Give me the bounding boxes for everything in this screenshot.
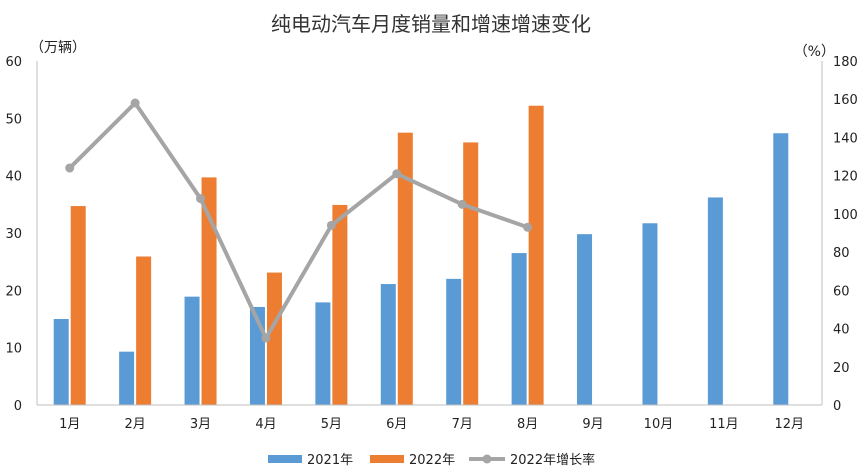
left-tick-label: 30 [5,227,22,242]
bar-2021-6 [380,284,396,405]
left-axis-ticks: 0 10 20 30 40 50 60 [5,55,22,414]
bar-2022-6 [397,132,413,405]
growth-point-2 [130,98,140,108]
legend-label-2021: 2021年 [307,453,353,468]
right-tick-label: 140 [833,131,858,146]
legend-swatch-growth-point [482,454,492,464]
bar-2021-7 [446,278,462,405]
x-tick-label: 7月 [452,417,473,432]
bar-2021-2 [119,351,135,405]
x-tick-label: 6月 [386,417,407,432]
right-tick-label: 160 [833,93,858,108]
bar-2022-5 [332,204,348,405]
bar-2022-1 [70,206,86,405]
x-tick-label: 10月 [644,417,674,432]
bar-2021-11 [707,197,723,405]
growth-point-8 [523,222,533,232]
chart-title: 纯电动汽车月度销量和增速增速变化 [271,12,591,36]
bar-2022-4 [266,272,282,405]
bar-2021-5 [315,302,331,405]
x-tick-label: 8月 [517,417,538,432]
bar-2021-10 [642,223,658,405]
right-tick-label: 60 [833,284,850,299]
right-tick-label: 80 [833,246,850,261]
bar-2021-9 [577,234,593,405]
x-tick-label: 5月 [321,417,342,432]
left-tick-label: 60 [5,55,22,70]
left-tick-label: 40 [5,170,22,185]
right-tick-label: 100 [833,208,858,223]
bar-2021-12 [773,133,789,406]
x-tick-label: 3月 [190,417,211,432]
right-tick-label: 0 [833,399,841,414]
x-tick-label: 12月 [775,417,805,432]
legend: 2021年 2022年 2022年增长率 [268,452,595,468]
right-axis-ticks: 0 20 40 60 80 100 120 140 160 180 [833,55,858,414]
bar-2022-3 [201,177,217,405]
x-tick-label: 2月 [124,417,145,432]
legend-label-growth: 2022年增长率 [510,452,595,468]
growth-line [68,101,529,341]
bar-2021-3 [184,296,200,405]
legend-label-2022: 2022年 [409,453,455,468]
x-tick-label: 11月 [709,417,739,432]
growth-point-6 [392,169,402,179]
growth-point-3 [196,194,206,204]
growth-point-4 [261,333,271,343]
bar-2022-7 [463,142,479,405]
bar-2021-1 [53,319,69,405]
left-tick-label: 10 [5,342,22,357]
x-tick-label: 9月 [582,417,603,432]
growth-point-7 [457,199,467,209]
legend-swatch-2022 [370,455,404,463]
bar-2021-8 [511,253,527,405]
legend-swatch-2021 [268,455,302,463]
left-tick-label: 20 [5,284,22,299]
right-tick-label: 20 [833,361,850,376]
growth-point-5 [326,220,336,230]
bar-2022-8 [528,105,544,405]
growth-point-1 [65,163,75,173]
left-tick-label: 0 [14,399,22,414]
right-tick-label: 180 [833,55,858,70]
growth-line-layer [65,98,533,343]
bars-layer [53,105,789,406]
right-tick-label: 40 [833,323,850,338]
x-tick-label: 1月 [59,417,80,432]
left-tick-label: 50 [5,112,22,127]
right-tick-label: 120 [833,170,858,185]
right-axis-unit: （%） [794,44,835,60]
x-axis-ticks: 1月 2月 3月 4月 5月 6月 7月 8月 9月 10月 11月 12月 [59,417,804,432]
left-axis-unit: （万辆） [30,40,86,56]
x-tick-label: 4月 [255,417,276,432]
bar-2022-2 [136,256,152,405]
